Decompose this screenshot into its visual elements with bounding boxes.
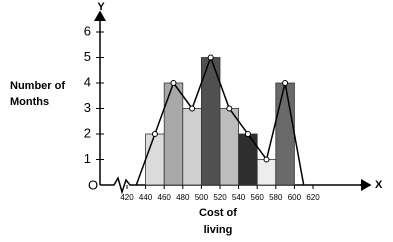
bar <box>182 108 202 186</box>
y-label: Number of <box>10 80 65 92</box>
polygon-point <box>226 105 233 112</box>
y-tick-label: 5 <box>84 49 91 64</box>
x-tick-label: 560 <box>251 193 265 202</box>
x-label: living <box>204 224 233 236</box>
origin-label: O <box>88 177 98 192</box>
x-axis <box>100 176 368 195</box>
y-axis-name: Y <box>97 1 105 13</box>
x-tick-label: 500 <box>195 193 209 202</box>
bar <box>145 133 165 186</box>
x-axis-name: X <box>375 179 383 191</box>
y-tick-label: 4 <box>84 74 91 89</box>
x-tick-label: 620 <box>306 193 320 202</box>
x-tick-label: 600 <box>288 193 302 202</box>
y-tick-label: 2 <box>84 125 91 140</box>
y-label: Months <box>10 96 49 108</box>
bar <box>238 133 258 186</box>
bar <box>275 82 295 186</box>
polygon-point <box>282 80 289 86</box>
bar <box>219 108 240 186</box>
x-tick-label: 460 <box>158 193 172 202</box>
x-tick-label: 480 <box>176 193 190 202</box>
y-tick-label: 3 <box>84 100 91 115</box>
y-tick-label: 1 <box>84 151 91 166</box>
x-tick-label: 540 <box>232 193 246 202</box>
y-tick-label: 6 <box>84 23 91 38</box>
bar <box>256 159 277 186</box>
x-tick-label: 440 <box>139 193 153 202</box>
x-tick-label: 520 <box>213 193 227 202</box>
polygon-point <box>263 156 270 163</box>
frequency-polygon <box>135 55 305 186</box>
x-label: Cost of <box>199 207 237 219</box>
polygon-point <box>189 105 196 112</box>
polygon-point <box>207 54 214 61</box>
x-tick-label: 420 <box>120 193 134 202</box>
polygon-point <box>151 131 158 137</box>
x-tick-label: 580 <box>269 193 283 202</box>
polygon-point <box>170 80 177 86</box>
polygon-point <box>244 131 251 137</box>
bar <box>163 82 184 186</box>
